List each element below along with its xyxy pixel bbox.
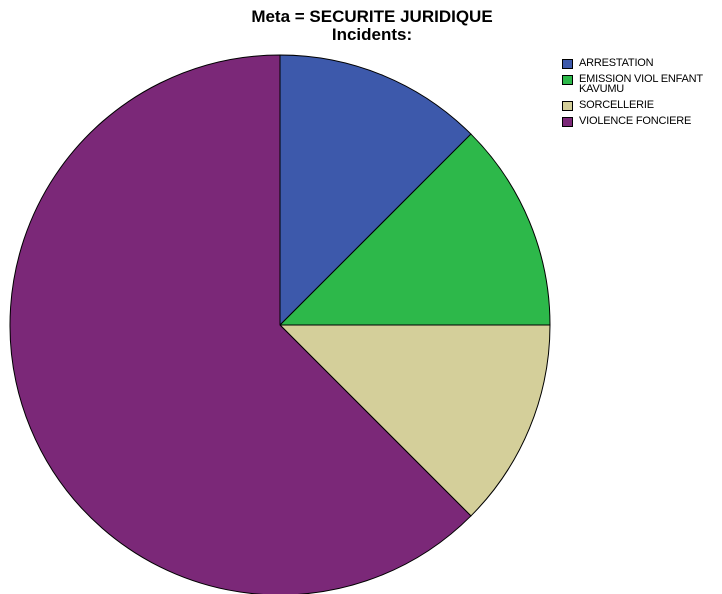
legend-swatch-arrestation <box>562 59 573 69</box>
legend-label-emission-viol-enfant-kavumu: EMISSION VIOL ENFANT KAVUMU <box>579 73 703 95</box>
legend-item-sorcellerie: SORCELLERIE <box>562 99 722 111</box>
legend-label-sorcellerie: SORCELLERIE <box>579 99 654 111</box>
legend-item-violence-fonciere: VIOLENCE FONCIERE <box>562 115 722 127</box>
pie-slice-emission-viol-enfant-kavumu <box>278 133 551 326</box>
pie-slice-sorcellerie <box>278 324 551 517</box>
legend-swatch-violence-fonciere <box>562 117 573 127</box>
legend-label-violence-fonciere: VIOLENCE FONCIERE <box>579 115 692 127</box>
legend-swatch-emission-viol-enfant-kavumu <box>562 75 573 85</box>
legend-label-arrestation: ARRESTATION <box>579 57 654 69</box>
pie-slice-arrestation <box>279 54 472 327</box>
chart-title-line-2: Incidents: <box>331 25 413 44</box>
pie-slice-violence-fonciere <box>9 54 472 594</box>
chart-title: Meta = SECURITE JURIDIQUE Incidents: <box>222 8 522 44</box>
legend-swatch-sorcellerie <box>562 101 573 111</box>
legend-item-arrestation: ARRESTATION <box>562 57 722 69</box>
chart-title-line-1: Meta = SECURITE JURIDIQUE <box>251 7 493 26</box>
legend-item-emission-viol-enfant-kavumu: EMISSION VIOL ENFANT KAVUMU <box>562 73 722 95</box>
legend: ARRESTATION EMISSION VIOL ENFANT KAVUMU … <box>562 58 722 132</box>
